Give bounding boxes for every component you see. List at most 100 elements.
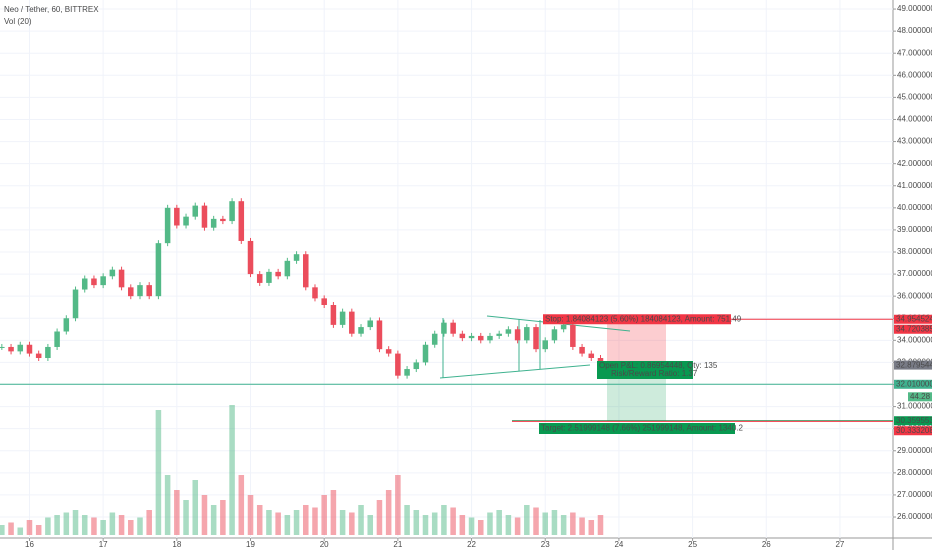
candle-body	[385, 349, 392, 354]
y-tick-label: 49.00000000	[897, 4, 932, 13]
volume-label-box	[908, 392, 932, 402]
volume-bar	[192, 480, 199, 535]
candle-body	[210, 218, 217, 228]
candle-body	[81, 278, 88, 290]
price-label-box	[894, 426, 932, 436]
y-tick-label: 44.00000000	[897, 115, 932, 124]
candle-body	[220, 218, 226, 222]
candle-body	[100, 276, 106, 286]
candle-body	[45, 346, 51, 359]
volume-bar	[247, 495, 254, 535]
volume-bar	[312, 507, 318, 535]
volume-bar	[256, 505, 263, 535]
trendline	[439, 364, 591, 379]
y-tick-label: 47.00000000	[897, 48, 932, 57]
candle-body	[588, 353, 595, 359]
x-tick-label: 27	[835, 540, 844, 549]
candle-body	[404, 369, 410, 376]
volume-bar	[81, 515, 88, 535]
y-tick-label: 39.00000000	[897, 225, 932, 234]
x-tick-label: 21	[393, 540, 402, 549]
y-tick-label: 41.00000000	[897, 181, 932, 190]
candle-body	[459, 333, 466, 339]
volume-bar	[450, 507, 456, 535]
volume-bar	[459, 515, 466, 535]
volume-bar	[0, 525, 5, 535]
volume-bar	[570, 512, 576, 535]
x-tick-label: 22	[467, 540, 476, 549]
candle-body	[533, 327, 539, 350]
volume-bar	[496, 510, 502, 535]
volume-bar	[404, 505, 410, 535]
candle-body	[256, 274, 263, 283]
candle-body	[312, 287, 318, 299]
price-label: 30.33320845	[896, 426, 932, 435]
candle-body	[303, 254, 309, 288]
volume-bar	[376, 500, 383, 535]
y-tick-label: 45.00000000	[897, 93, 932, 102]
candle-body	[468, 335, 475, 339]
price-label: 34.72038571	[896, 325, 932, 334]
volume-bar	[63, 512, 70, 535]
candle-body	[146, 285, 152, 297]
candle-body	[91, 278, 97, 286]
volume-bar	[303, 505, 309, 535]
volume-bar	[385, 490, 392, 535]
price-label: 32.01000000	[896, 380, 932, 389]
volume-bar	[514, 517, 521, 535]
volume-bar	[422, 515, 429, 535]
x-tick-label: 24	[614, 540, 623, 549]
volume-bar	[275, 512, 281, 535]
candle-body	[441, 322, 447, 334]
candle-body	[284, 260, 291, 277]
candle-body	[275, 271, 281, 277]
candle-body	[35, 353, 42, 359]
volume-title: Vol (20)	[4, 17, 32, 26]
candle-body	[551, 329, 558, 341]
candle-body	[192, 205, 199, 217]
price-label-box	[894, 314, 932, 324]
candle-body	[505, 329, 512, 334]
volume-bar	[413, 510, 420, 535]
candle-body	[514, 329, 521, 341]
y-tick-label: 38.00000000	[897, 247, 932, 256]
candle-body	[542, 340, 548, 350]
volume-bar	[35, 525, 42, 535]
volume-bar	[395, 475, 401, 535]
y-tick-label: 40.00000000	[897, 203, 932, 212]
volume-bar	[533, 507, 539, 535]
volume-bar	[174, 490, 180, 535]
candle-body	[422, 344, 429, 363]
stop-zone	[607, 319, 666, 366]
volume-bar	[477, 520, 484, 535]
volume-bar	[330, 490, 337, 535]
y-tick-label: 48.00000000	[897, 26, 932, 35]
volume-bar	[220, 500, 226, 535]
chart-title: Neo / Tether, 60, BITTREX	[4, 5, 99, 14]
stop-label: Stop: 1.84084123 (5.60%) 184084123, Amou…	[545, 314, 742, 323]
volume-bar	[505, 515, 512, 535]
volume-bar	[17, 527, 24, 535]
volume-bar	[487, 512, 493, 535]
volume-bar	[164, 475, 171, 535]
price-label-box	[894, 379, 932, 389]
pnl-label-box	[597, 361, 693, 379]
y-tick-label: 42.00000000	[897, 159, 932, 168]
volume-bar	[551, 510, 558, 535]
volume-bar	[266, 510, 272, 535]
x-tick-label: 25	[688, 540, 697, 549]
candle-body	[8, 346, 14, 352]
candle-body	[477, 335, 484, 341]
y-tick-label: 27.00000000	[897, 490, 932, 499]
volume-bar	[597, 515, 604, 535]
candle-body	[118, 269, 125, 288]
candle-body	[496, 333, 502, 336]
volume-bar	[45, 517, 51, 535]
candle-body	[579, 346, 585, 354]
volume-bar	[431, 512, 438, 535]
candle-body	[109, 269, 116, 277]
price-label: 30.35955300	[896, 416, 932, 425]
volume-bar	[293, 510, 300, 535]
